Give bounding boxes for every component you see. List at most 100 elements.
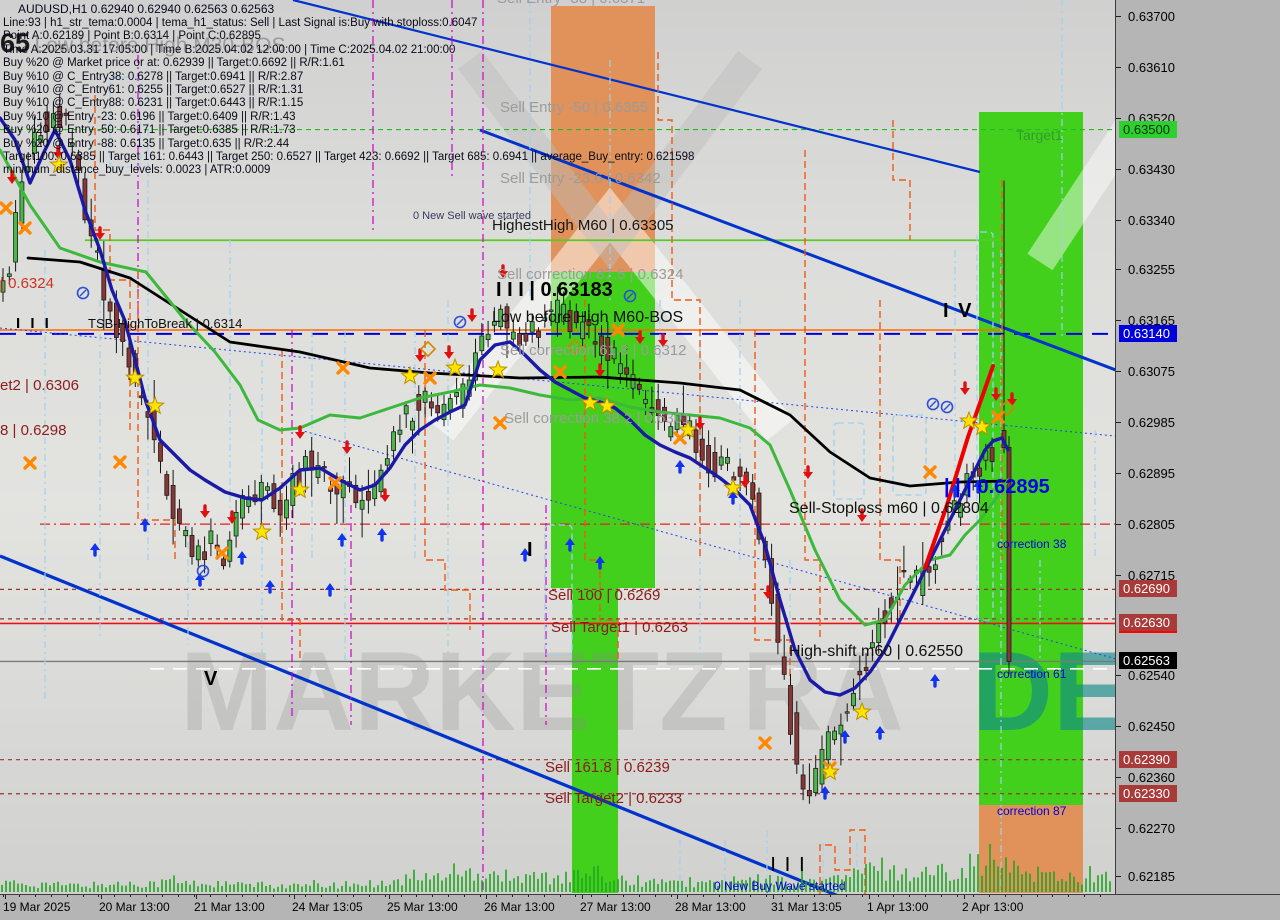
time-tick-label: 26 Mar 13:00 [484, 900, 555, 914]
time-minor-tick [829, 895, 831, 897]
candle [32, 131, 37, 154]
time-axis[interactable]: 19 Mar 2025 20 Mar 13:00 21 Mar 13:00 24 Ma… [0, 894, 1280, 920]
price-badge: 0.62690 [1119, 580, 1177, 598]
sell-arrow-icon [295, 432, 305, 439]
time-minor-tick [511, 895, 513, 897]
candle [794, 712, 800, 765]
price-tickmark [1116, 421, 1121, 423]
price-tick-label: 0.62895 [1128, 465, 1175, 481]
sell-arrow-icon [227, 517, 237, 524]
sell-arrow-icon [635, 337, 645, 344]
time-tickmark [5, 895, 6, 899]
sar-step-line [804, 150, 821, 640]
price-tickmark [1116, 16, 1121, 17]
time-tick-label: 1 Apr 13:00 [867, 900, 929, 914]
x-mark-icon [0, 201, 13, 215]
time-tickmark [101, 895, 102, 899]
circle-signal-icon [76, 286, 90, 300]
price-tickmark [1116, 827, 1121, 829]
circle-signal-icon [453, 315, 467, 329]
price-tickmark [1116, 674, 1121, 676]
time-minor-tick [368, 895, 370, 897]
price-tickmark [1116, 524, 1121, 526]
x-mark-icon [113, 455, 127, 469]
time-minor-tick [352, 895, 354, 897]
buy-arrow-icon [237, 551, 247, 558]
signal-markers [0, 145, 1017, 800]
candle [510, 331, 516, 340]
moving-average [26, 256, 1012, 488]
price-tick-label: 0.63255 [1128, 261, 1175, 277]
time-minor-tick [575, 895, 577, 897]
time-minor-tick [336, 895, 338, 897]
candle [788, 685, 793, 735]
time-minor-tick [50, 895, 52, 897]
x-mark-icon [991, 410, 1005, 424]
star-icon [820, 761, 840, 781]
candle [479, 335, 485, 352]
trend-line[interactable] [292, 0, 981, 174]
price-tickmark [1116, 776, 1121, 778]
x-mark-icon [215, 546, 229, 560]
sell-arrow-icon [695, 423, 705, 430]
time-minor-tick [1084, 895, 1086, 897]
time-minor-tick [988, 895, 990, 897]
zone-box [833, 422, 865, 500]
time-minor-tick [782, 895, 784, 897]
time-minor-tick [686, 895, 688, 897]
diamond-icon [998, 399, 1016, 417]
candle [567, 310, 573, 333]
candle [183, 530, 189, 537]
trend-line[interactable] [0, 327, 1280, 453]
zone-box [109, 76, 141, 168]
trend-line[interactable] [0, 554, 879, 914]
star-icon [959, 410, 979, 430]
time-minor-tick [909, 895, 911, 897]
sell-arrow-icon [1007, 399, 1017, 406]
time-minor-tick [146, 895, 148, 897]
buy-arrow-icon [840, 730, 850, 737]
sell-arrow-icon [95, 233, 105, 240]
diamond-icon [419, 340, 437, 358]
candle [315, 465, 321, 478]
candle [410, 420, 415, 431]
sell-arrow-icon [53, 152, 63, 159]
sell-arrow-icon [467, 315, 477, 322]
time-minor-tick [448, 895, 450, 897]
candle [107, 301, 113, 312]
circle-signal-icon [626, 292, 634, 300]
time-tickmark [196, 895, 197, 899]
sell-arrow-icon [803, 472, 813, 479]
candle [844, 711, 850, 714]
candle [517, 332, 522, 346]
price-tick-label: 0.63340 [1128, 213, 1175, 229]
candle [6, 273, 12, 277]
sar-step-line [657, 52, 701, 560]
candle [57, 105, 63, 129]
candle [712, 451, 718, 478]
candle [120, 323, 126, 342]
time-tickmark [294, 895, 295, 899]
candle [208, 530, 214, 544]
sar-step-line [424, 330, 471, 630]
candle [630, 374, 636, 389]
star-icon [445, 357, 465, 377]
price-tick-label: 0.63430 [1128, 162, 1175, 178]
time-minor-tick [305, 895, 307, 897]
buy-arrow-icon [377, 528, 387, 535]
time-minor-tick [543, 895, 545, 897]
circle-signal-icon [926, 397, 940, 411]
buy-arrow-icon [930, 674, 940, 681]
candle [227, 539, 233, 562]
candle [989, 447, 995, 462]
sell-arrow-icon [444, 352, 454, 359]
time-minor-tick [813, 895, 815, 897]
time-minor-tick [66, 895, 68, 897]
candle [681, 415, 686, 426]
time-minor-tick [1004, 895, 1006, 897]
price-tickmark [1116, 370, 1121, 372]
candle [498, 308, 504, 328]
price-axis[interactable]: 0.63700 0.63610 0.63520 0.63430 0.63340 0.632… [1115, 0, 1280, 894]
candle [536, 330, 541, 338]
